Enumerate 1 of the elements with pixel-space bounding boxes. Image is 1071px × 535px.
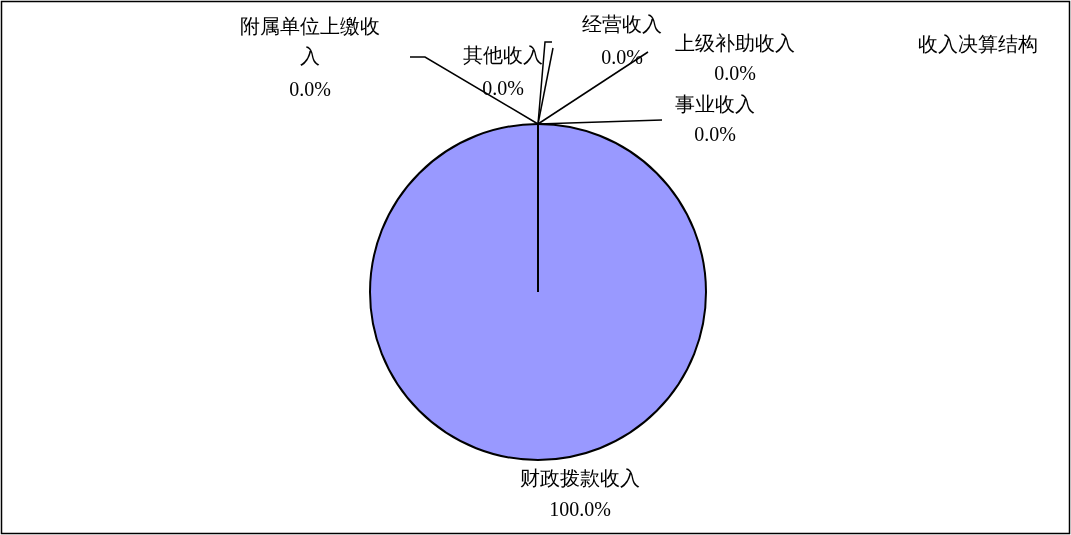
title: 收入决算结构 bbox=[918, 33, 1038, 55]
